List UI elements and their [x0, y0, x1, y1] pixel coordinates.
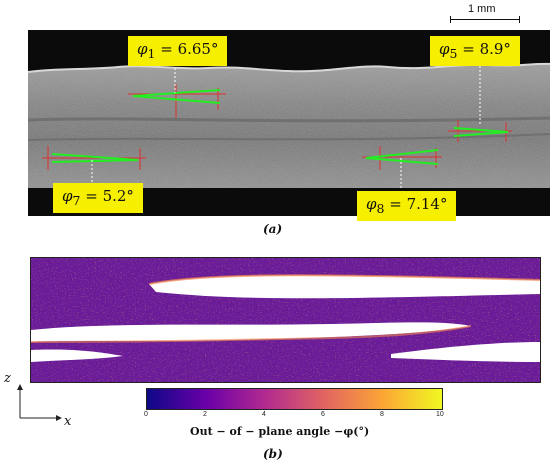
angle-label-phi1: φ1 = 6.65°	[128, 36, 228, 66]
angle-label-phi8: φ8 = 7.14°	[357, 191, 457, 221]
colorbar-tick: 10	[436, 411, 444, 418]
colorbar-tick: 2	[203, 411, 207, 418]
caption-a: (a)	[263, 222, 283, 236]
angle-marker-phi5	[448, 58, 512, 142]
angle-marker-phi7	[42, 146, 146, 182]
colorbar-tick: 0	[144, 411, 148, 418]
axis-label-z: z	[4, 371, 11, 386]
angle-map	[31, 258, 540, 382]
angle-map-panel	[30, 257, 541, 383]
angle-marker-phi1	[128, 60, 226, 118]
angle-label-phi5: φ5 = 8.9°	[430, 36, 520, 66]
colorbar-tick: 6	[321, 411, 325, 418]
scale-bar-label: 1 mm	[468, 3, 496, 15]
colorbar-tick: 8	[380, 411, 384, 418]
colorbar-tick: 4	[262, 411, 266, 418]
colorbar-label: Out − of − plane angle −φ(°)	[190, 425, 370, 438]
axis-indicator	[17, 384, 62, 421]
colorbar	[146, 388, 443, 410]
caption-b: (b)	[263, 447, 283, 461]
scale-bar	[450, 16, 520, 23]
angle-marker-phi8	[362, 146, 442, 188]
axis-label-x: x	[64, 414, 72, 429]
ct-image	[27, 58, 550, 188]
angle-label-phi7: φ7 = 5.2°	[53, 183, 143, 213]
